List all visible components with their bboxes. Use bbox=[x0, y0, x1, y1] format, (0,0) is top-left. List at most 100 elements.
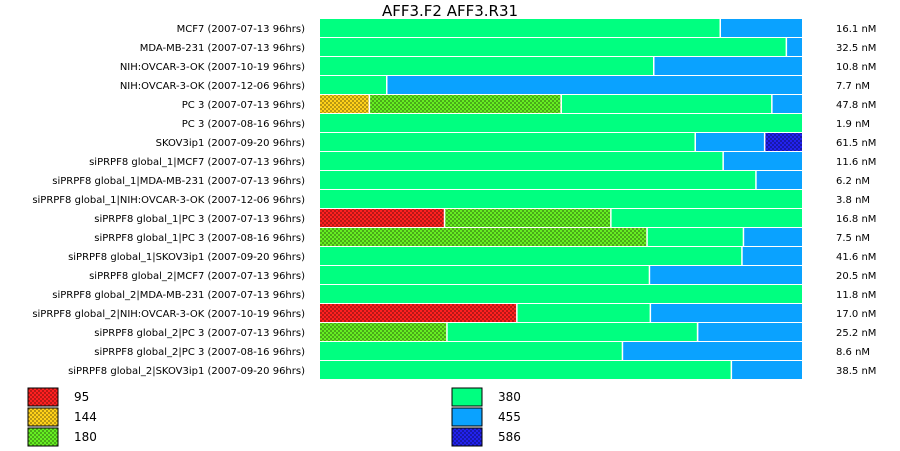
bar-segment bbox=[320, 266, 649, 284]
bar-segment bbox=[320, 304, 517, 322]
concentration-label: 17.0 nM bbox=[836, 309, 876, 320]
legend-label: 144 bbox=[74, 410, 97, 424]
bar-row: NIH:OVCAR-3-OK (2007-10-19 96hrs) 10.8 nM bbox=[120, 57, 876, 75]
bar-segment bbox=[320, 95, 369, 113]
bar-segment bbox=[772, 95, 802, 113]
bar-row: SKOV3ip1 (2007-09-20 96hrs) 61.5 nM bbox=[156, 133, 876, 151]
legend-swatch bbox=[451, 387, 483, 407]
bar-segment bbox=[654, 57, 802, 75]
bar-rows: MCF7 (2007-07-13 96hrs) 16.1 nM MDA-MB-231… bbox=[32, 19, 876, 379]
legend-label: 380 bbox=[498, 390, 521, 404]
legend-swatch bbox=[27, 427, 59, 447]
bar-segment bbox=[320, 133, 695, 151]
bar-segment bbox=[320, 209, 444, 227]
concentration-label: 20.5 nM bbox=[836, 271, 876, 282]
bar-segment bbox=[320, 228, 647, 246]
concentration-label: 11.8 nM bbox=[836, 290, 876, 301]
row-label: siPRPF8 global_1|SKOV3ip1 (2007-09-20 96… bbox=[68, 252, 305, 263]
row-label: MDA-MB-231 (2007-07-13 96hrs) bbox=[140, 43, 305, 54]
bar-row: siPRPF8 global_2|MCF7 (2007-07-13 96hrs)… bbox=[89, 266, 876, 284]
bar-segment bbox=[320, 361, 731, 379]
bar-row: siPRPF8 global_1|PC 3 (2007-07-13 96hrs)… bbox=[94, 209, 876, 227]
bar-segment bbox=[744, 228, 802, 246]
bar-row: siPRPF8 global_2|SKOV3ip1 (2007-09-20 96… bbox=[68, 361, 876, 379]
bar-row: siPRPF8 global_2|NIH:OVCAR-3-OK (2007-10… bbox=[32, 304, 876, 322]
legend-label: 586 bbox=[498, 430, 521, 444]
bar-segment bbox=[787, 38, 802, 56]
legend-label: 455 bbox=[498, 410, 521, 424]
concentration-label: 25.2 nM bbox=[836, 328, 876, 339]
legend-label: 95 bbox=[74, 390, 89, 404]
bar-segment bbox=[320, 19, 720, 37]
bar-segment bbox=[562, 95, 772, 113]
legend-item: 180 bbox=[27, 427, 97, 447]
bar-row: siPRPF8 global_1|SKOV3ip1 (2007-09-20 96… bbox=[68, 247, 876, 265]
row-label: siPRPF8 global_1|PC 3 (2007-07-13 96hrs) bbox=[94, 214, 305, 225]
bar-segment bbox=[447, 323, 697, 341]
row-label: siPRPF8 global_1|NIH:OVCAR-3-OK (2007-12… bbox=[32, 195, 305, 206]
legend-item: 95 bbox=[27, 387, 89, 407]
bar-row: siPRPF8 global_1|MCF7 (2007-07-13 96hrs)… bbox=[89, 152, 876, 170]
bar-segment bbox=[723, 152, 802, 170]
bar-segment bbox=[647, 228, 743, 246]
bar-segment bbox=[698, 323, 802, 341]
bar-row: siPRPF8 global_1|MDA-MB-231 (2007-07-13 … bbox=[52, 171, 870, 189]
concentration-label: 8.6 nM bbox=[836, 347, 870, 358]
concentration-label: 6.2 nM bbox=[836, 176, 870, 187]
concentration-label: 61.5 nM bbox=[836, 138, 876, 149]
bar-segment bbox=[320, 38, 786, 56]
bar-segment bbox=[320, 57, 653, 75]
bar-segment bbox=[320, 171, 756, 189]
legend-swatch bbox=[27, 387, 59, 407]
row-label: siPRPF8 global_2|MCF7 (2007-07-13 96hrs) bbox=[89, 271, 305, 282]
bar-segment bbox=[623, 342, 802, 360]
bar-segment bbox=[650, 266, 802, 284]
bar-segment bbox=[320, 323, 447, 341]
chart-title: AFF3.F2 AFF3.R31 bbox=[382, 2, 518, 20]
concentration-label: 16.1 nM bbox=[836, 24, 876, 35]
legend-label: 180 bbox=[74, 430, 97, 444]
concentration-label: 1.9 nM bbox=[836, 119, 870, 130]
bar-segment bbox=[732, 361, 802, 379]
bar-segment bbox=[445, 209, 611, 227]
row-label: siPRPF8 global_1|PC 3 (2007-08-16 96hrs) bbox=[94, 233, 305, 244]
row-label: siPRPF8 global_2|PC 3 (2007-08-16 96hrs) bbox=[94, 347, 305, 358]
concentration-label: 47.8 nM bbox=[836, 100, 876, 111]
legend-swatch bbox=[27, 407, 59, 427]
bar-row: PC 3 (2007-08-16 96hrs) 1.9 nM bbox=[182, 114, 870, 132]
bar-row: siPRPF8 global_1|PC 3 (2007-08-16 96hrs)… bbox=[94, 228, 870, 246]
bar-segment bbox=[320, 152, 723, 170]
legend-item: 380 bbox=[451, 387, 521, 407]
row-label: siPRPF8 global_2|MDA-MB-231 (2007-07-13 … bbox=[52, 290, 305, 301]
bar-row: MCF7 (2007-07-13 96hrs) 16.1 nM bbox=[177, 19, 876, 37]
concentration-label: 3.8 nM bbox=[836, 195, 870, 206]
row-label: siPRPF8 global_1|MDA-MB-231 (2007-07-13 … bbox=[52, 176, 305, 187]
bar-row: NIH:OVCAR-3-OK (2007-12-06 96hrs) 7.7 nM bbox=[120, 76, 870, 94]
row-label: siPRPF8 global_2|SKOV3ip1 (2007-09-20 96… bbox=[68, 366, 305, 377]
bar-row: MDA-MB-231 (2007-07-13 96hrs) 32.5 nM bbox=[140, 38, 876, 56]
row-label: siPRPF8 global_1|MCF7 (2007-07-13 96hrs) bbox=[89, 157, 305, 168]
bar-row: siPRPF8 global_2|PC 3 (2007-07-13 96hrs)… bbox=[94, 323, 876, 341]
concentration-label: 32.5 nM bbox=[836, 43, 876, 54]
bar-segment bbox=[611, 209, 802, 227]
legend-item: 586 bbox=[451, 427, 521, 447]
bar-segment bbox=[765, 133, 802, 151]
concentration-label: 16.8 nM bbox=[836, 214, 876, 225]
bar-segment bbox=[517, 304, 650, 322]
bar-segment bbox=[320, 114, 802, 132]
bar-segment bbox=[320, 190, 802, 208]
row-label: NIH:OVCAR-3-OK (2007-10-19 96hrs) bbox=[120, 62, 305, 73]
bar-segment bbox=[320, 247, 742, 265]
bar-segment bbox=[320, 76, 386, 94]
legend-item: 144 bbox=[27, 407, 97, 427]
concentration-label: 10.8 nM bbox=[836, 62, 876, 73]
legend: 95 144 180 380 455 586 bbox=[27, 387, 521, 447]
concentration-label: 7.5 nM bbox=[836, 233, 870, 244]
row-label: siPRPF8 global_2|NIH:OVCAR-3-OK (2007-10… bbox=[32, 309, 305, 320]
row-label: PC 3 (2007-08-16 96hrs) bbox=[182, 119, 305, 130]
bar-segment bbox=[651, 304, 802, 322]
bar-row: PC 3 (2007-07-13 96hrs) 47.8 nM bbox=[182, 95, 876, 113]
concentration-label: 41.6 nM bbox=[836, 252, 876, 263]
legend-item: 455 bbox=[451, 407, 521, 427]
